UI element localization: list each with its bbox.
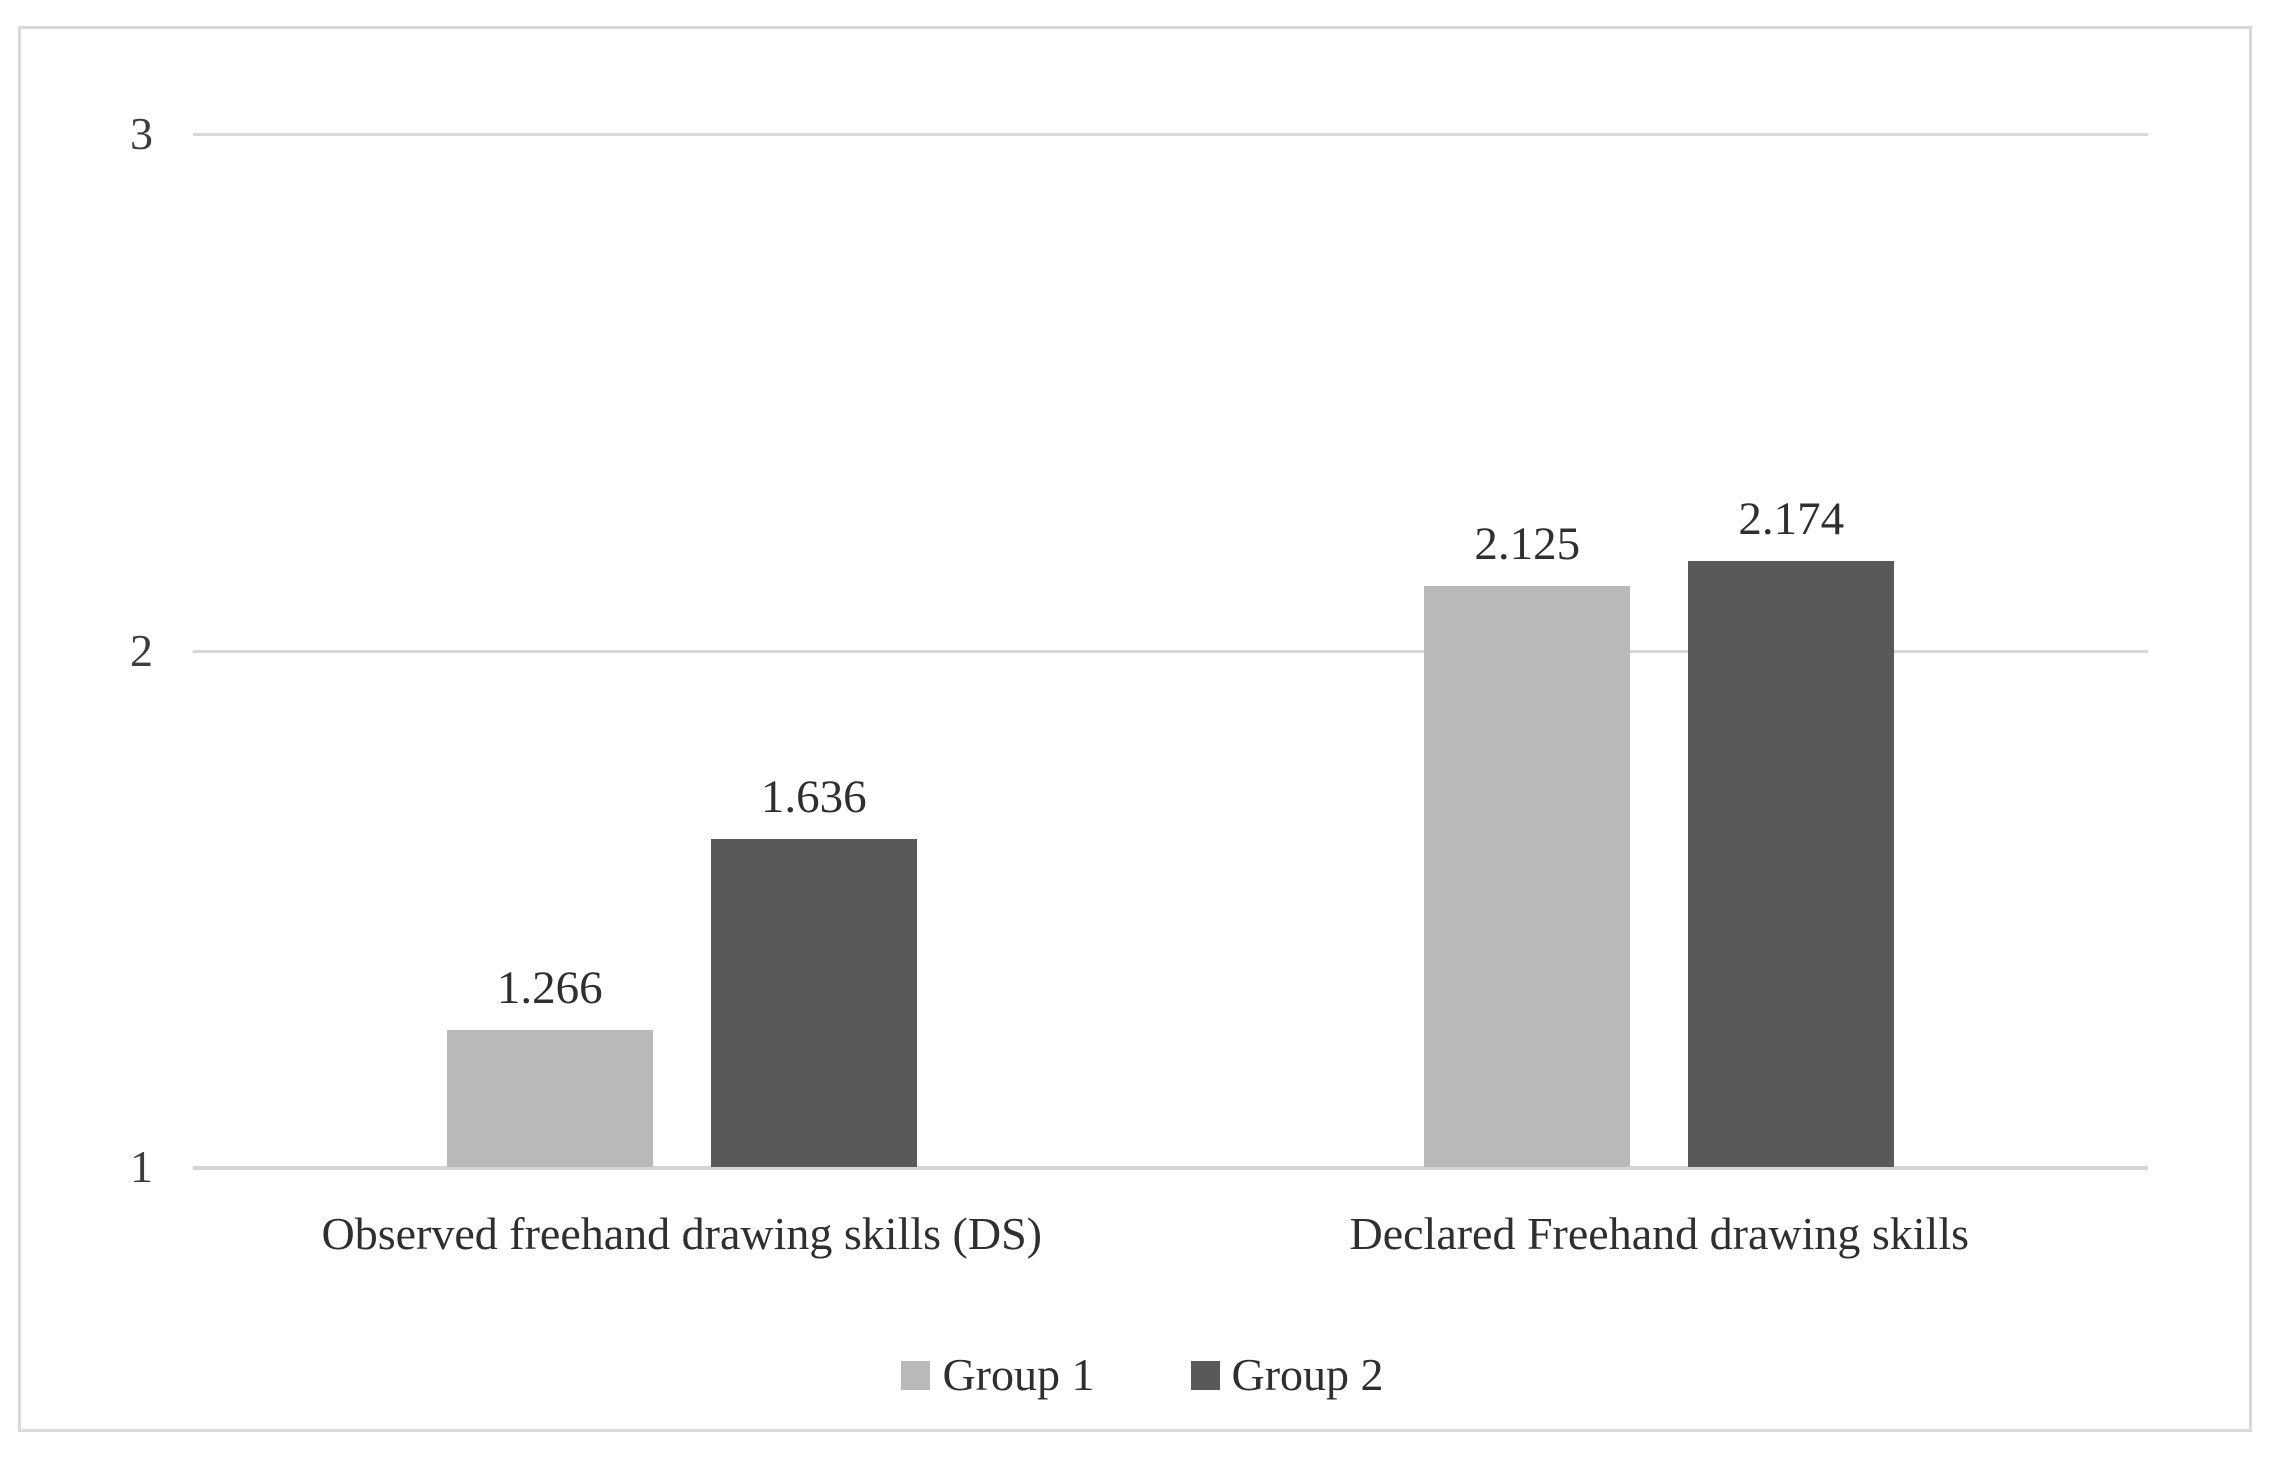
bar-value-label: 2.125 — [1474, 517, 1581, 570]
legend: Group 1 Group 2 — [0, 1352, 2285, 1398]
bar-value-label: 2.174 — [1738, 492, 1845, 545]
x-axis-line — [193, 1166, 2148, 1170]
bar-value-label: 1.266 — [496, 961, 603, 1014]
legend-item: Group 1 — [901, 1349, 1095, 1400]
legend-label: Group 2 — [1231, 1349, 1384, 1400]
y-tick-label: 1 — [130, 1141, 153, 1192]
legend-swatch-icon — [901, 1360, 931, 1390]
bar-group-2-cat1 — [710, 838, 917, 1167]
legend-swatch-icon — [1190, 1360, 1220, 1390]
bar-group-2-cat2 — [1688, 560, 1895, 1167]
plot-area: 1.266 1.636 2.125 2.174 — [193, 133, 2148, 1170]
legend-label: Group 1 — [942, 1349, 1095, 1400]
bar-value-label: 1.636 — [760, 770, 867, 823]
gridline — [193, 649, 2148, 653]
gridline — [193, 133, 2148, 136]
bar-group-1-cat2 — [1424, 585, 1631, 1167]
category-label: Observed freehand drawing skills (DS) — [321, 1208, 1042, 1259]
bar-group-1-cat1 — [446, 1029, 653, 1167]
y-tick-label: 2 — [130, 624, 153, 676]
y-tick-label: 3 — [130, 108, 153, 159]
legend-item: Group 2 — [1190, 1349, 1384, 1400]
category-label: Declared Freehand drawing skills — [1349, 1208, 1970, 1259]
